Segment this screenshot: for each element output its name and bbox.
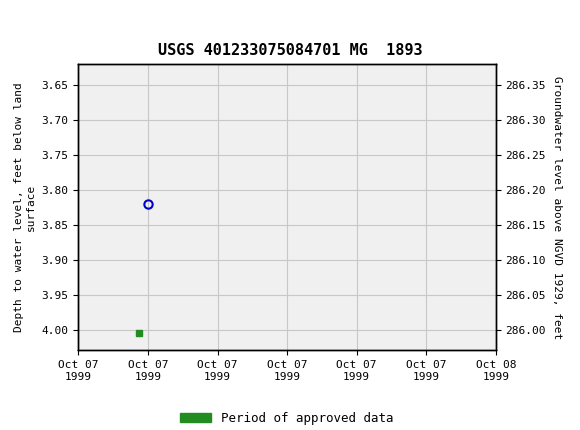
Text: USGS: USGS: [55, 14, 110, 31]
Y-axis label: Groundwater level above NGVD 1929, feet: Groundwater level above NGVD 1929, feet: [552, 76, 561, 339]
Text: USGS 401233075084701 MG  1893: USGS 401233075084701 MG 1893: [158, 43, 422, 58]
Legend: Period of approved data: Period of approved data: [175, 407, 399, 430]
Y-axis label: Depth to water level, feet below land
surface: Depth to water level, feet below land su…: [14, 83, 36, 332]
